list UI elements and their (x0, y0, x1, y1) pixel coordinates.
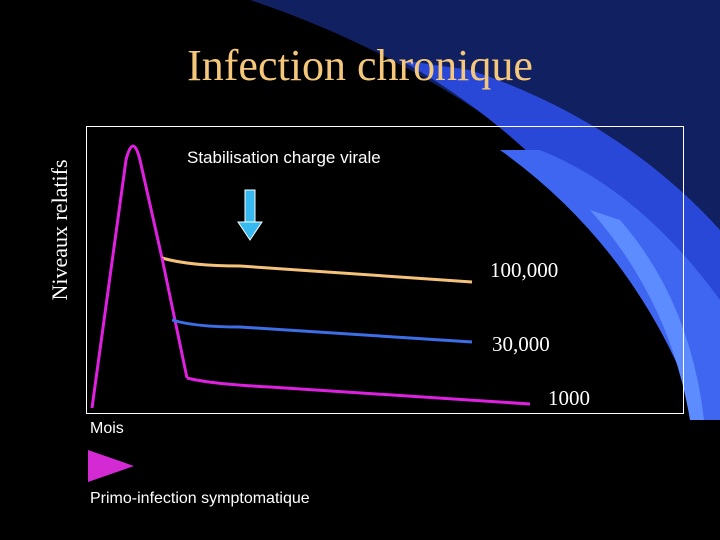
level-label-3: 1000 (548, 386, 590, 410)
down-arrow-icon (237, 189, 263, 241)
level-label-1: 100,000 (490, 258, 559, 282)
level-curve-2 (171, 318, 473, 344)
level-label-2: 30,000 (492, 332, 550, 356)
primo-infection-peak-curve (90, 144, 164, 409)
level-curve-1 (161, 256, 473, 284)
drop-curve (160, 257, 189, 379)
plot-frame (86, 126, 684, 414)
x-axis-label: Mois (90, 420, 124, 437)
slide-title: Infection chronique (187, 41, 533, 90)
right-triangle-icon (88, 450, 134, 482)
primo-infection-label: Primo-infection symptomatique (90, 490, 310, 507)
stabilization-annotation: Stabilisation charge virale (187, 148, 381, 167)
level-curve-3 (186, 376, 531, 406)
